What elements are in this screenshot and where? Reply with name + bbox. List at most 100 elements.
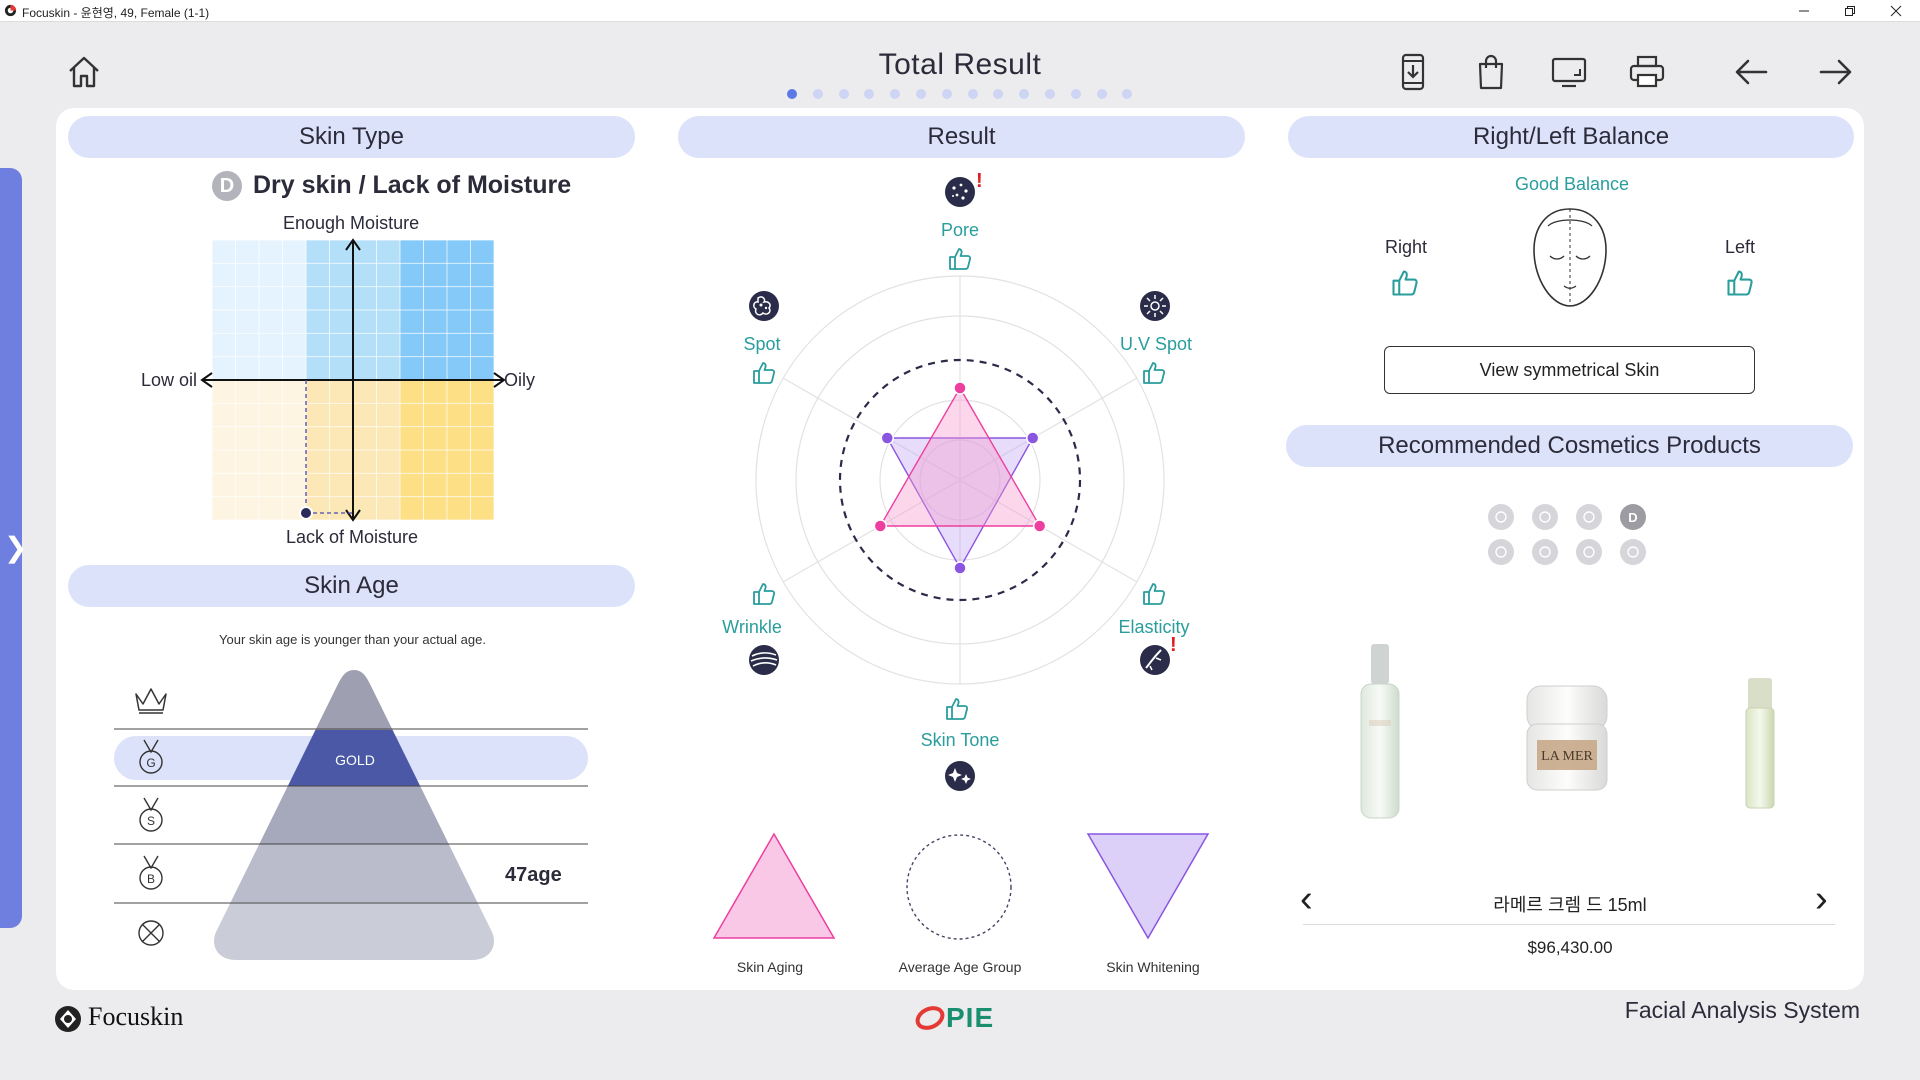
- page-dot[interactable]: [1122, 89, 1133, 99]
- medal-bronze-icon: B: [139, 855, 163, 890]
- elasticity-warning-icon: !: [1170, 634, 1177, 656]
- footer-brand-focuskin: Focuskin: [88, 1002, 184, 1031]
- footer-system-name: Facial Analysis System: [1624, 997, 1860, 1023]
- result-heading: Result: [678, 116, 1245, 158]
- filter-pore-icon[interactable]: [1488, 504, 1514, 530]
- page-dot[interactable]: [915, 89, 926, 99]
- product-price: $96,430.00: [1527, 938, 1613, 957]
- skin-aging-point: [873, 519, 888, 533]
- medal-letter-b: B: [147, 872, 155, 886]
- back-button[interactable]: [1730, 50, 1774, 94]
- home-icon: [69, 56, 99, 88]
- radar-points: [873, 381, 1047, 575]
- close-button[interactable]: [1873, 0, 1919, 22]
- window-titlebar: Focuskin - 윤현영, 49, Female (1-1): [0, 0, 1920, 22]
- balance-left-label: Left: [1725, 237, 1756, 257]
- uv-spot-thumb-icon: [1141, 360, 1167, 386]
- skin-aging-polygon: [879, 386, 1041, 527]
- shop-button[interactable]: [1469, 50, 1513, 94]
- wrinkle-icon: [749, 645, 779, 675]
- filter-skin-tone-icon[interactable]: [1576, 539, 1602, 565]
- product-next-button[interactable]: ›: [1815, 878, 1828, 920]
- page-dot[interactable]: [787, 89, 797, 99]
- filter-moisture-drop-icon[interactable]: [1620, 539, 1646, 565]
- skin-whitening-point: [880, 431, 895, 445]
- skin-whitening-point: [953, 561, 967, 575]
- page-dot[interactable]: [1070, 89, 1081, 99]
- medal-letter-s: S: [147, 814, 155, 828]
- radar-label-uv-spot: U.V Spot: [1119, 334, 1193, 354]
- forward-button[interactable]: [1813, 50, 1857, 94]
- page-indicator[interactable]: [787, 89, 1133, 99]
- left-balance-thumb-icon: [1725, 268, 1755, 298]
- page-dot[interactable]: [838, 89, 849, 99]
- arrow-left-icon: [1735, 59, 1768, 85]
- page-dot[interactable]: [864, 89, 875, 99]
- print-button[interactable]: [1625, 50, 1669, 94]
- filter-wrinkle-icon[interactable]: [1532, 504, 1558, 530]
- arrow-right-icon: [1819, 59, 1852, 85]
- focuskin-logo-icon: [55, 1006, 81, 1032]
- side-panel-toggle[interactable]: ❯: [0, 168, 27, 928]
- product-bottle-tall-image[interactable]: [1355, 640, 1405, 822]
- dry-badge-icon: D: [212, 171, 242, 201]
- radar-label-pore: Pore: [940, 220, 980, 240]
- jar-brand-text: LA MER: [1541, 749, 1593, 764]
- restore-icon: [1845, 6, 1855, 16]
- radar-label-spot: Spot: [743, 334, 781, 354]
- balance-heading: Right/Left Balance: [1288, 116, 1854, 158]
- page-dot[interactable]: [941, 89, 952, 99]
- skin-age-message: Your skin age is younger than your actua…: [219, 632, 486, 647]
- axis-right-label: Oily: [504, 370, 535, 390]
- axis-bottom-label: Lack of Moisture: [286, 527, 419, 547]
- page-dot[interactable]: [967, 89, 978, 99]
- pore-warning-icon: !: [976, 170, 983, 192]
- skin-type-heading: Skin Type: [68, 116, 635, 158]
- filter-elasticity-icon[interactable]: [1576, 504, 1602, 530]
- medal-silver-icon: S: [139, 797, 163, 832]
- cosmetics-filter-icons: D: [1488, 504, 1660, 565]
- page-dot[interactable]: [993, 89, 1004, 99]
- download-mobile-button[interactable]: [1391, 50, 1435, 94]
- skin-type-matrix: [200, 238, 506, 522]
- skin-aging-point: [953, 381, 967, 395]
- radar-label-skin-tone: Skin Tone: [920, 730, 1000, 750]
- uv-spot-icon: [1140, 291, 1170, 321]
- product-bottle-small-image[interactable]: [1742, 676, 1778, 812]
- legend-skin-whitening-icon: [1086, 833, 1210, 940]
- display-button[interactable]: [1547, 50, 1591, 94]
- shopping-bag-icon: [1478, 54, 1504, 90]
- close-icon: [1890, 5, 1902, 17]
- page-title: Total Result: [878, 48, 1042, 81]
- page-dot[interactable]: [1019, 89, 1030, 99]
- elasticity-thumb-icon: [1141, 581, 1167, 607]
- filter-spot-icon[interactable]: [1532, 539, 1558, 565]
- wrinkle-thumb-icon: [751, 581, 777, 607]
- window-title: Focuskin - 윤현영, 49, Female (1-1): [22, 6, 210, 20]
- page-dot[interactable]: [890, 89, 901, 99]
- balance-right-label: Right: [1385, 237, 1428, 257]
- pie-logo-icon: [915, 1006, 945, 1030]
- skin-aging-point: [1032, 519, 1047, 533]
- page-dot[interactable]: [1096, 89, 1107, 99]
- home-button[interactable]: [62, 50, 106, 94]
- skin-age-pyramid: [114, 670, 588, 960]
- view-symmetrical-skin-button[interactable]: View symmetrical Skin: [1384, 346, 1755, 394]
- printer-icon: [1629, 55, 1665, 88]
- legend-label-skin-whitening: Skin Whitening: [1106, 959, 1200, 975]
- restore-button[interactable]: [1827, 0, 1873, 22]
- pore-icon: [945, 177, 975, 207]
- page-dot[interactable]: [812, 89, 823, 99]
- page-dot[interactable]: [1044, 89, 1055, 99]
- filter-uv-spot-icon[interactable]: [1488, 539, 1514, 565]
- skin-whitening-polygon: [886, 437, 1034, 570]
- product-prev-button[interactable]: ‹: [1300, 878, 1313, 920]
- minimize-button[interactable]: [1781, 0, 1827, 22]
- legend-skin-aging-icon: [712, 832, 836, 939]
- product-cream-jar-image[interactable]: LA MER: [1523, 684, 1611, 794]
- result-radar-chart: [755, 275, 1165, 685]
- footer-brand-pie: PIE: [946, 1002, 995, 1033]
- balance-status: Good Balance: [1514, 174, 1630, 194]
- right-balance-thumb-icon: [1390, 268, 1420, 298]
- filter-dry-icon[interactable]: D: [1620, 504, 1646, 530]
